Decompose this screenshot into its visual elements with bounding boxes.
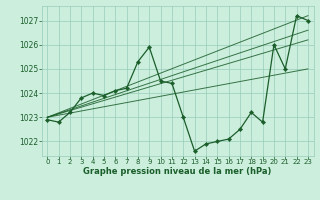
X-axis label: Graphe pression niveau de la mer (hPa): Graphe pression niveau de la mer (hPa) xyxy=(84,167,272,176)
